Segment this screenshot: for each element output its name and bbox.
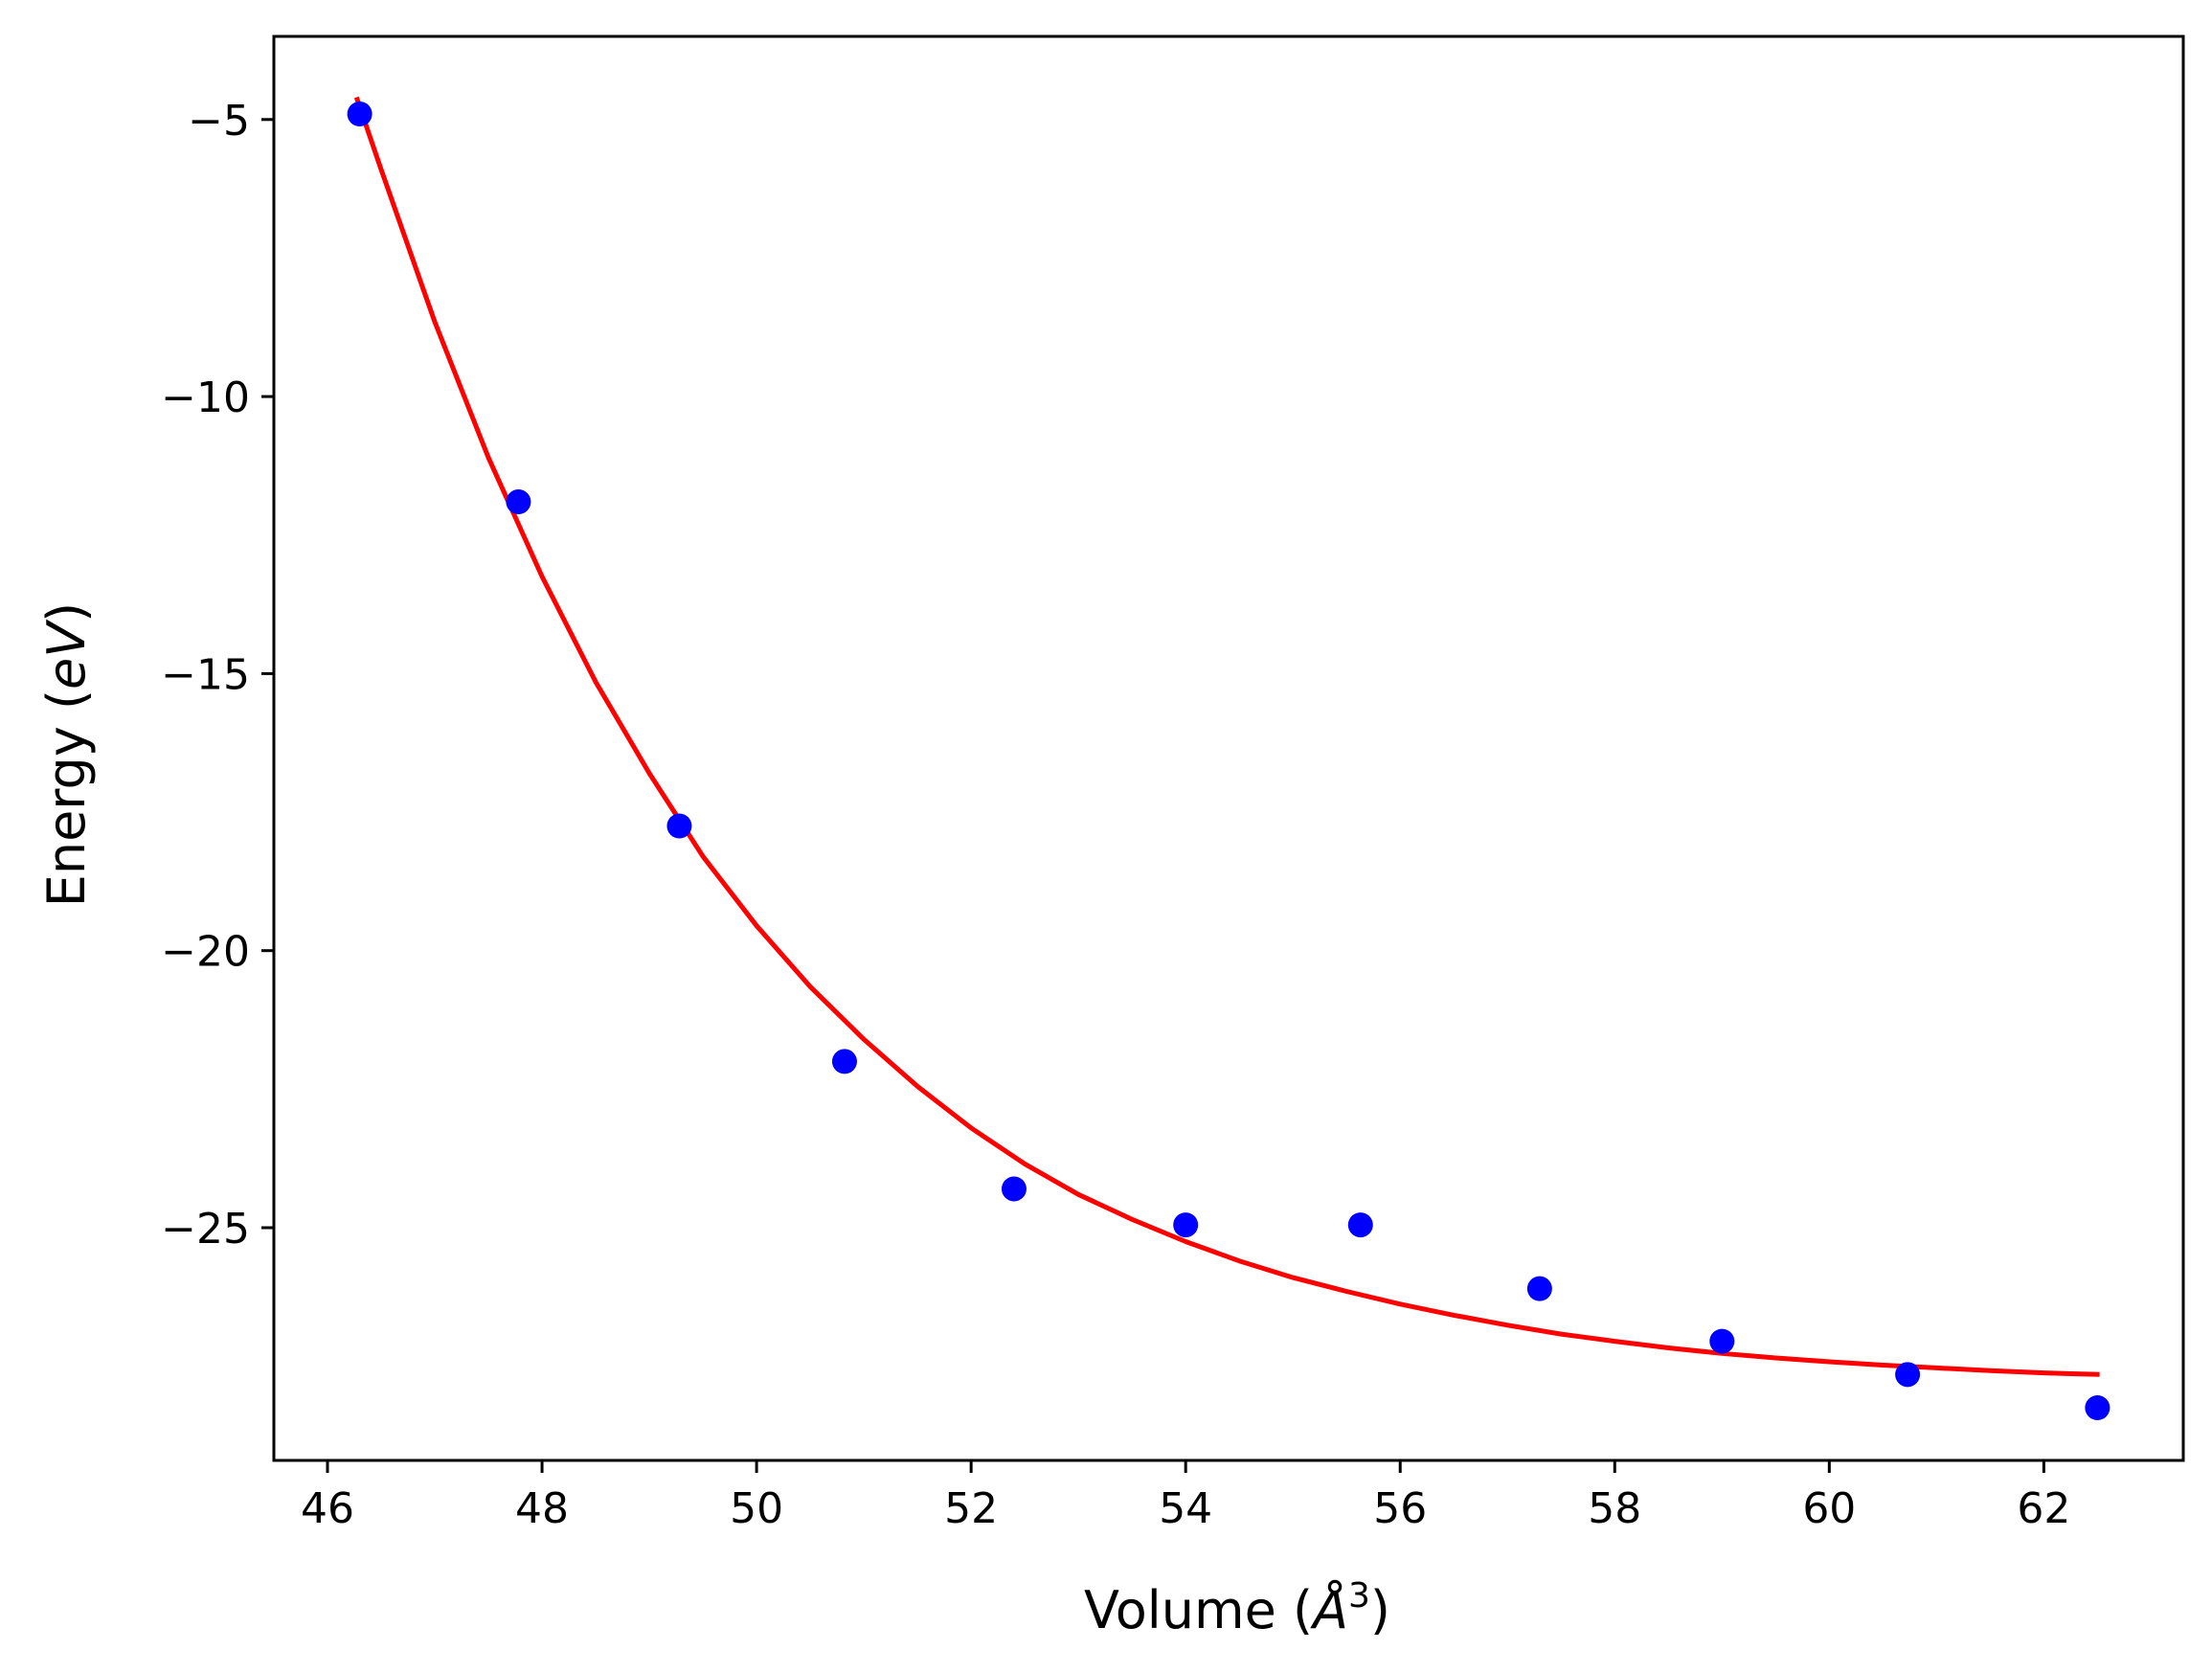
data-point [666, 813, 692, 839]
data-point [1347, 1212, 1373, 1238]
y-tick-label: −15 [161, 650, 250, 699]
y-axis-label: Energy (eV) [36, 602, 97, 908]
axis-ticks: 46 48 50 52 54 56 58 60 62 −5 −10 −15 −20 −25 [161, 97, 2070, 1533]
plot-area [347, 96, 2110, 1421]
y-axis-label-prefix: Energy ( [36, 690, 97, 907]
x-tick-label: 52 [944, 1484, 998, 1533]
data-point [1895, 1362, 1921, 1388]
x-tick-label: 62 [2017, 1484, 2070, 1533]
x-tick-label: 54 [1159, 1484, 1212, 1533]
y-tick-label: −25 [161, 1205, 250, 1254]
data-point [1709, 1328, 1735, 1354]
y-tick-label: −5 [188, 97, 250, 146]
data-point [1001, 1176, 1027, 1202]
y-tick-label: −10 [161, 373, 250, 422]
x-tick-label: 58 [1588, 1484, 1641, 1533]
x-axis-label-prefix: Volume ( [1084, 1580, 1313, 1640]
x-tick-label: 56 [1373, 1484, 1427, 1533]
y-axis-label-suffix: ) [36, 602, 97, 622]
x-tick-label: 60 [1802, 1484, 1856, 1533]
x-axis-label-unit: Å [1310, 1579, 1348, 1640]
data-point [1173, 1212, 1199, 1238]
data-point [831, 1049, 857, 1074]
axes-frame [272, 34, 2185, 1462]
x-tick-label: 48 [515, 1484, 569, 1533]
data-point [2085, 1395, 2110, 1421]
y-axis-label-unit: eV [36, 619, 97, 690]
x-tick-label: 46 [301, 1484, 354, 1533]
data-point [506, 489, 531, 515]
fit-curve [353, 96, 2100, 1377]
y-tick-label: −20 [161, 928, 250, 977]
data-point [1526, 1276, 1552, 1301]
data-point [347, 102, 372, 127]
x-axis-label-superscript: 3 [1348, 1576, 1370, 1616]
x-axis-label: Volume (Å3) [1084, 1576, 1390, 1640]
x-tick-label: 50 [730, 1484, 783, 1533]
x-axis-label-suffix: ) [1370, 1580, 1390, 1640]
